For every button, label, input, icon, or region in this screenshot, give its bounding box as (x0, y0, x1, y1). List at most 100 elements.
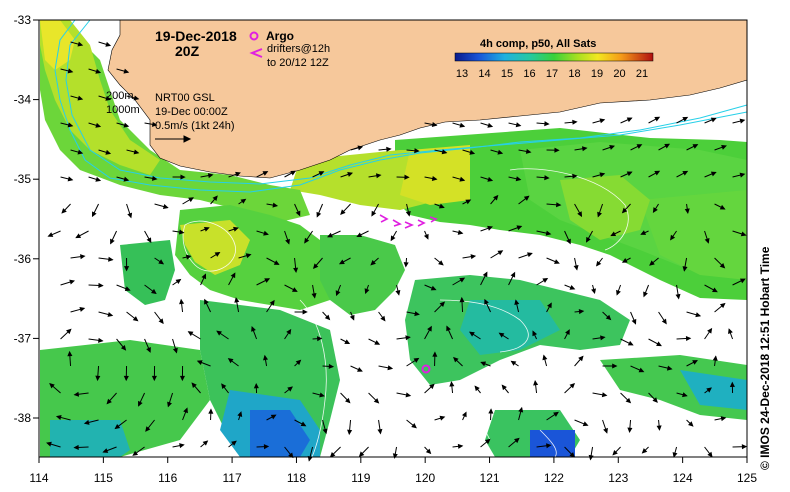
current-arrow (536, 277, 549, 286)
current-arrow (49, 383, 61, 394)
current-arrow (564, 382, 576, 394)
current-arrow (126, 149, 140, 155)
lon-tick-label: 115 (94, 471, 113, 485)
current-arrow (490, 194, 499, 205)
current-arrow (73, 444, 89, 450)
current-arrow (311, 284, 317, 299)
current-arrow (620, 392, 632, 404)
current-arrow (676, 392, 688, 398)
current-arrow (704, 117, 717, 124)
current-arrow (132, 446, 145, 456)
current-arrow (434, 149, 448, 155)
current-arrow (138, 392, 146, 407)
current-arrow (732, 118, 746, 124)
current-arrow (462, 254, 477, 260)
current-arrow (266, 202, 279, 208)
current-arrow (266, 299, 275, 313)
current-arrow (200, 226, 210, 232)
lon-tick-label: 122 (544, 471, 564, 485)
colorbar (454, 52, 654, 62)
current-arrow (116, 176, 130, 182)
isobath-200-label: 200m (106, 90, 134, 102)
current-arrow (154, 257, 165, 265)
current-vectors (46, 41, 748, 462)
current-arrow (154, 203, 169, 209)
current-arrow (75, 230, 89, 239)
current-arrow (423, 230, 429, 240)
current-arrow (564, 230, 571, 245)
map-time: 20Z (175, 43, 200, 59)
current-arrow (237, 411, 243, 421)
current-arrow (704, 230, 710, 244)
current-arrow (574, 309, 585, 315)
current-arrow (616, 284, 622, 296)
current-arrow (641, 446, 649, 454)
current-arrow (686, 360, 699, 367)
current-arrow (480, 361, 491, 367)
current-arrow (179, 365, 185, 382)
current-arrow (172, 174, 186, 180)
current-arrow (368, 338, 381, 345)
current-arrow (144, 284, 157, 295)
current-arrow (490, 149, 504, 155)
current-arrow (546, 302, 552, 313)
current-arrow (424, 121, 438, 127)
drifter-legend-line1: drifters@12h (267, 43, 330, 55)
current-arrow (488, 408, 494, 421)
current-arrow (256, 230, 269, 236)
current-arrow (434, 415, 446, 421)
current-arrow (406, 311, 420, 317)
current-arrow (378, 311, 386, 322)
current-arrow (684, 203, 690, 214)
current-arrow (564, 329, 570, 340)
current-arrow (406, 419, 417, 429)
current-arrow (304, 230, 313, 244)
current-arrow (462, 149, 476, 155)
lon-tick-label: 116 (158, 471, 177, 485)
lat-tick-label: -36 (14, 252, 32, 266)
current-arrow (469, 331, 481, 340)
current-arrow (630, 311, 637, 325)
sst-contours (182, 168, 629, 458)
current-arrow (256, 444, 270, 450)
current-arrow (396, 335, 411, 341)
current-arrow (627, 419, 633, 433)
current-arrow (284, 328, 292, 340)
current-arrow (510, 360, 519, 367)
current-arrow (546, 257, 560, 264)
current-arrow (60, 176, 74, 182)
current-arrow (144, 121, 158, 127)
current-arrow (714, 257, 726, 269)
map-date: 19-Dec-2018 (155, 28, 237, 44)
current-arrow (340, 172, 354, 178)
current-arrow (221, 383, 229, 394)
current-arrow (191, 382, 201, 394)
current-arrow (406, 148, 420, 154)
current-arrow (704, 327, 713, 340)
current-arrow (591, 284, 597, 295)
current-arrow (256, 171, 269, 178)
current-arrow (390, 230, 397, 242)
current-arrow (462, 199, 472, 205)
current-arrow (602, 419, 608, 434)
current-arrow (284, 170, 297, 178)
current-arrow (98, 149, 112, 155)
credit-text: © IMOS 24-Dec-2018 12:51 Hobart Time (758, 246, 772, 470)
current-arrow (729, 381, 735, 394)
current-arrow (480, 176, 494, 182)
current-arrow (88, 68, 102, 74)
current-arrow (327, 230, 341, 238)
current-arrow (151, 365, 157, 382)
current-arrow (446, 325, 454, 340)
current-arrow (179, 298, 185, 313)
current-arrow (293, 257, 299, 274)
current-arrow (88, 122, 102, 128)
current-arrow (643, 284, 650, 298)
current-arrow (61, 203, 71, 214)
current-arrow (658, 365, 673, 371)
lon-tick-label: 114 (29, 471, 48, 485)
current-arrow (424, 175, 438, 181)
current-arrow (728, 328, 734, 340)
current-arrow (182, 197, 194, 205)
current-arrow (432, 351, 438, 367)
